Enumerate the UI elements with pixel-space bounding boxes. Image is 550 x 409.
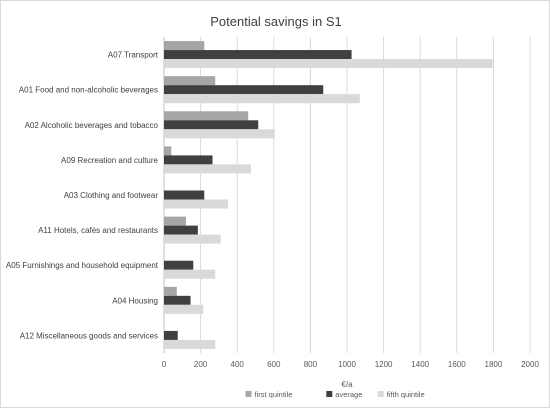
bar-fifth-quintile <box>164 164 251 174</box>
x-tick-label: 600 <box>267 360 281 369</box>
bars <box>164 41 493 349</box>
legend: first quintile average fifth quintile <box>245 390 425 399</box>
bar-average <box>164 225 198 235</box>
bar-first-quintile <box>164 111 249 121</box>
x-axis-title: €/a <box>341 380 353 389</box>
bar-fifth-quintile <box>164 129 275 139</box>
category-label: A07 Transport <box>108 51 159 60</box>
category-label: A01 Food and non-alcoholic beverages <box>19 86 158 95</box>
bar-average <box>164 85 324 95</box>
x-tick-label: 1800 <box>485 360 503 369</box>
bar-fifth-quintile <box>164 234 221 244</box>
bar-fifth-quintile <box>164 94 360 104</box>
x-tick-label: 1600 <box>448 360 466 369</box>
x-tick-label: 0 <box>162 360 167 369</box>
category-labels: A07 Transport A01 Food and non-alcoholic … <box>6 51 159 341</box>
bar-average <box>164 190 205 200</box>
bar-average <box>164 260 194 270</box>
legend-swatch <box>377 391 384 397</box>
legend-label: first quintile <box>255 390 293 399</box>
bar-first-quintile <box>164 216 186 226</box>
bar-fifth-quintile <box>164 304 204 314</box>
legend-swatch <box>326 391 333 397</box>
category-label: A02 Alcoholic beverages and tobacco <box>25 121 159 130</box>
bar-fifth-quintile <box>164 269 216 279</box>
bar-fifth-quintile <box>164 59 493 69</box>
x-tick-label: 2000 <box>521 360 539 369</box>
bar-average <box>164 50 352 60</box>
x-tick-label: 1000 <box>338 360 356 369</box>
chart-title: Potential savings in S1 <box>210 14 342 29</box>
x-tick-labels: 0 200 400 600 800 1000 1200 1400 1600 1800 2000 <box>162 360 540 369</box>
bar-first-quintile <box>164 76 216 86</box>
bar-average <box>164 330 178 340</box>
legend-label: fifth quintile <box>387 390 425 399</box>
bar-average <box>164 295 191 305</box>
legend-swatch <box>245 391 252 397</box>
category-label: A11 Hotels, cafés and restaurants <box>38 226 158 235</box>
bar-first-quintile <box>164 41 205 51</box>
bar-fifth-quintile <box>164 339 216 349</box>
x-tick-label: 400 <box>231 360 245 369</box>
bar-fifth-quintile <box>164 199 229 209</box>
legend-label: average <box>335 390 362 399</box>
bar-first-quintile <box>164 286 177 296</box>
x-tick-label: 200 <box>194 360 208 369</box>
bar-average <box>164 120 259 130</box>
category-label: A03 Clothing and footwear <box>64 191 159 200</box>
category-label: A09 Recreation and culture <box>61 156 159 165</box>
bar-average <box>164 155 213 165</box>
x-tick-label: 1200 <box>375 360 393 369</box>
category-label: A12 Miscellaneous goods and services <box>20 331 158 340</box>
category-label: A04 Housing <box>112 296 158 305</box>
category-label: A05 Furnishings and household equipment <box>6 261 159 270</box>
bar-first-quintile <box>164 146 172 156</box>
x-tick-label: 1400 <box>411 360 429 369</box>
x-tick-label: 800 <box>304 360 318 369</box>
gridlines <box>163 37 531 353</box>
